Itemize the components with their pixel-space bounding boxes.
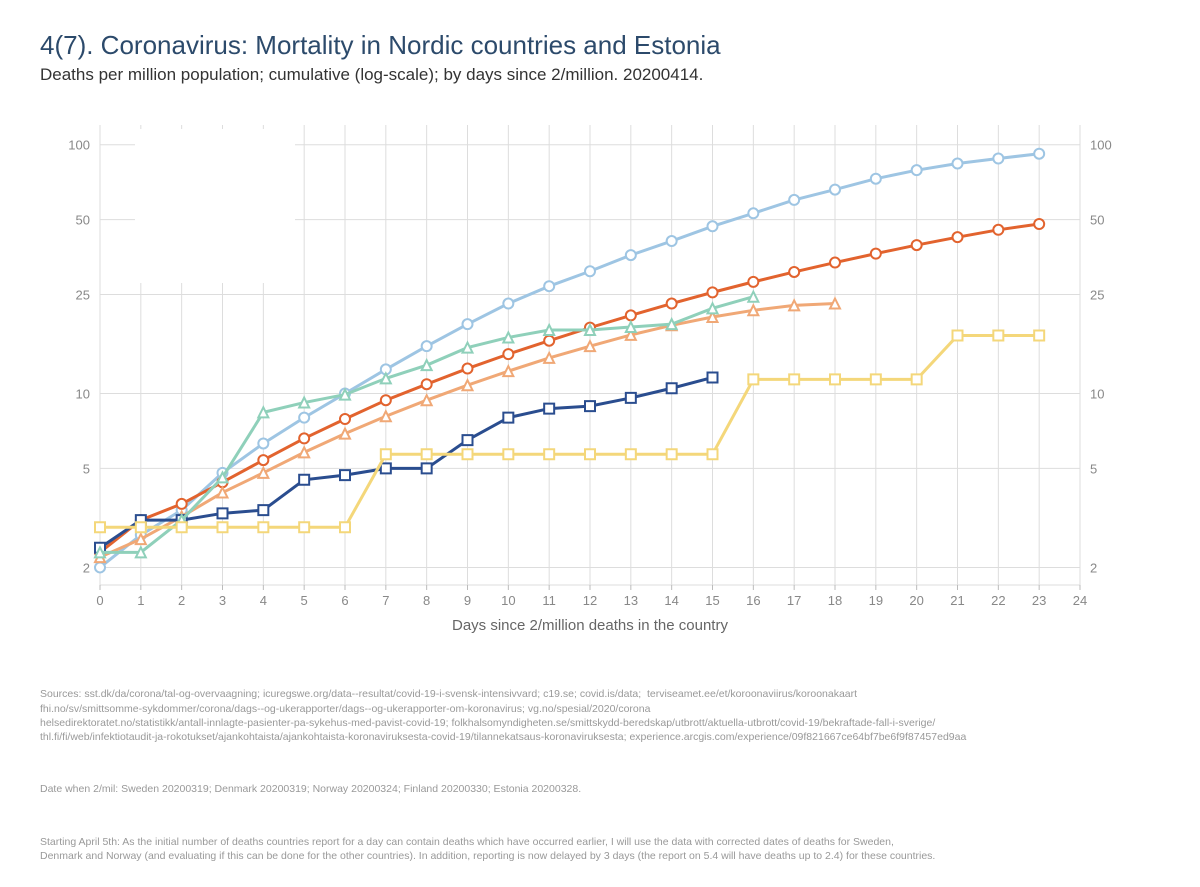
- chart-svg: 2510255010025102550100012345678910111213…: [40, 105, 1140, 645]
- svg-text:Days since 2/million deaths in: Days since 2/million deaths in the count…: [452, 617, 728, 634]
- svg-text:20: 20: [909, 593, 923, 608]
- footnote-dates: Date when 2/mil: Sweden 20200319; Denmar…: [40, 782, 1160, 796]
- svg-text:50: 50: [1090, 213, 1104, 228]
- svg-text:17: 17: [787, 593, 801, 608]
- footnotes: Sources: sst.dk/da/corona/tal-og-overvaa…: [40, 659, 1160, 887]
- svg-text:10: 10: [501, 593, 515, 608]
- svg-text:15: 15: [705, 593, 719, 608]
- footnote-note: Starting April 5th: As the initial numbe…: [40, 835, 1160, 863]
- svg-text:5: 5: [301, 593, 308, 608]
- svg-text:18: 18: [828, 593, 842, 608]
- svg-text:2: 2: [178, 593, 185, 608]
- svg-text:2: 2: [1090, 560, 1097, 575]
- svg-text:100: 100: [1090, 138, 1112, 153]
- svg-text:9: 9: [464, 593, 471, 608]
- svg-text:24: 24: [1073, 593, 1087, 608]
- svg-text:11: 11: [542, 593, 556, 608]
- svg-text:23: 23: [1032, 593, 1046, 608]
- svg-text:10: 10: [76, 387, 90, 402]
- svg-text:4: 4: [260, 593, 267, 608]
- svg-text:1: 1: [137, 593, 144, 608]
- svg-text:19: 19: [869, 593, 883, 608]
- svg-text:50: 50: [76, 213, 90, 228]
- svg-text:14: 14: [664, 593, 678, 608]
- svg-text:10: 10: [1090, 387, 1104, 402]
- svg-text:3: 3: [219, 593, 226, 608]
- svg-text:16: 16: [746, 593, 760, 608]
- svg-text:25: 25: [1090, 288, 1104, 303]
- svg-text:12: 12: [583, 593, 597, 608]
- svg-text:5: 5: [83, 461, 90, 476]
- svg-text:5: 5: [1090, 461, 1097, 476]
- svg-text:21: 21: [950, 593, 964, 608]
- svg-text:2: 2: [83, 560, 90, 575]
- svg-text:22: 22: [991, 593, 1005, 608]
- chart-title: 4(7). Coronavirus: Mortality in Nordic c…: [40, 30, 1160, 61]
- svg-text:25: 25: [76, 288, 90, 303]
- footnote-sources: Sources: sst.dk/da/corona/tal-og-overvaa…: [40, 687, 1160, 744]
- chart-container: 2510255010025102550100012345678910111213…: [40, 105, 1140, 645]
- svg-text:8: 8: [423, 593, 430, 608]
- svg-text:13: 13: [624, 593, 638, 608]
- svg-text:6: 6: [341, 593, 348, 608]
- svg-text:7: 7: [382, 593, 389, 608]
- svg-text:100: 100: [68, 138, 90, 153]
- chart-subtitle: Deaths per million population; cumulativ…: [40, 65, 1160, 85]
- svg-text:0: 0: [96, 593, 103, 608]
